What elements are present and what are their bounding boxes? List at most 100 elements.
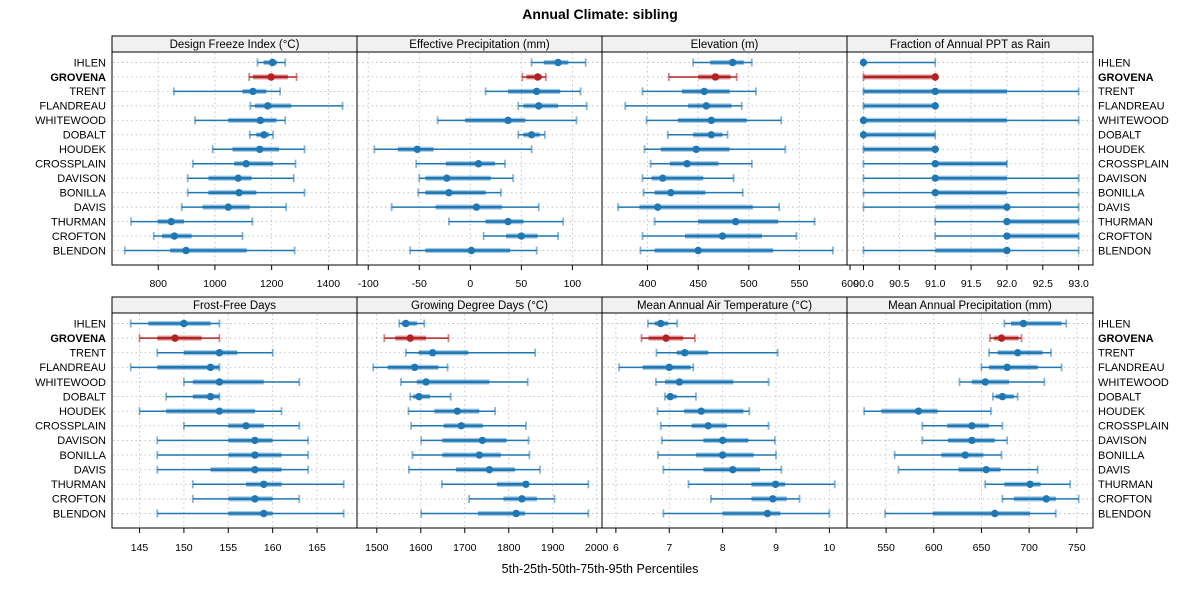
axis-tick-label: 155	[220, 542, 238, 554]
panel-mean-annual-air-temperature-c: Mean Annual Air Temperature (°C) 6 7 8 9 10	[601, 296, 848, 554]
percentile-row-thurman	[191, 480, 345, 489]
axis-tick-label: 400	[639, 278, 657, 290]
percentile-row-crofton	[191, 494, 301, 503]
median-dot	[666, 392, 675, 401]
median-dot	[249, 87, 257, 96]
median-dot	[931, 87, 939, 96]
median-dot	[982, 465, 990, 474]
row-label-right-blendon: BLENDON	[1098, 245, 1151, 257]
median-dot	[859, 116, 868, 125]
percentile-row-crofton	[152, 232, 244, 241]
median-dot	[707, 116, 716, 125]
median-dot	[256, 116, 265, 125]
median-dot	[475, 451, 483, 459]
percentile-row-grovena	[248, 72, 298, 81]
axis-tick-label: -50	[412, 278, 427, 290]
median-dot	[931, 188, 939, 197]
row-label-right-blendon: BLENDON	[1098, 508, 1151, 520]
percentile-row-whitewood	[655, 377, 770, 386]
row-label-left-houdek: HOUDEK	[59, 406, 107, 418]
percentile-row-davis	[390, 203, 540, 212]
percentile-row-whitewood	[859, 116, 1080, 125]
row-label-left-houdek: HOUDEK	[59, 144, 107, 156]
panel-title: Mean Annual Air Temperature (°C)	[637, 300, 812, 312]
percentile-row-dobalt	[664, 392, 697, 401]
axis-tick-label: 91.5	[961, 278, 982, 290]
median-dot	[182, 246, 190, 255]
row-label-right-grovena: GROVENA	[1098, 333, 1154, 345]
percentile-row-flandreau	[372, 363, 449, 372]
median-dot	[859, 131, 868, 139]
median-dot	[1026, 480, 1034, 488]
axis-tick-label: 450	[689, 278, 707, 290]
percentile-row-davison	[862, 174, 1080, 183]
percentile-row-ihlen	[398, 319, 426, 328]
percentile-row-houdek	[373, 145, 533, 154]
percentile-row-crossplain	[415, 159, 506, 168]
median-dot	[251, 436, 259, 445]
percentile-row-whitewood	[436, 116, 578, 125]
median-dot	[242, 422, 250, 430]
median-dot	[472, 203, 481, 211]
median-dot	[653, 203, 662, 211]
median-dot	[997, 334, 1006, 342]
median-dot	[504, 116, 512, 125]
percentile-row-flandreau	[618, 363, 695, 372]
axis-tick-label: 1600	[409, 542, 433, 554]
percentile-row-davison	[156, 436, 310, 445]
percentile-row-trent	[156, 348, 274, 357]
percentile-row-davis	[156, 465, 310, 474]
axis-tick-label: 1000	[203, 278, 227, 290]
median-dot	[692, 145, 700, 153]
row-label-left-trent: TRENT	[69, 348, 106, 360]
percentile-row-blendon	[420, 509, 590, 518]
percentile-row-crofton	[709, 494, 801, 503]
row-label-left-davison: DAVISON	[57, 173, 106, 185]
median-dot	[718, 232, 727, 240]
row-label-left-flandreau: FLANDREAU	[39, 101, 106, 113]
percentile-row-davison	[186, 174, 295, 183]
median-dot	[961, 451, 969, 459]
percentile-row-blendon	[156, 509, 345, 518]
panel-plot-area	[111, 51, 358, 266]
median-dot	[206, 392, 215, 401]
percentile-row-davis	[408, 465, 541, 474]
median-dot	[675, 378, 684, 386]
panel-title: Mean Annual Precipitation (mm)	[888, 300, 1052, 312]
median-dot	[256, 145, 264, 153]
row-label-left-whitewood: WHITEWOOD	[35, 115, 106, 127]
percentile-row-houdek	[407, 407, 497, 416]
percentile-row-whitewood	[400, 377, 529, 386]
row-label-right-davison: DAVISON	[1098, 173, 1147, 185]
row-label-left-davis: DAVIS	[74, 464, 106, 476]
median-dot	[981, 378, 989, 386]
percentile-row-crossplain	[649, 159, 753, 168]
axis-tick-label: 2000	[585, 542, 609, 554]
median-dot	[931, 102, 939, 110]
row-label-right-houdek: HOUDEK	[1098, 406, 1146, 418]
row-label-right-davis: DAVIS	[1098, 202, 1130, 214]
median-dot	[263, 102, 272, 110]
row-label-left-thurman: THURMAN	[51, 216, 106, 228]
percentile-row-houdek	[656, 407, 751, 416]
median-dot	[728, 58, 737, 67]
median-dot	[215, 378, 224, 386]
percentile-row-davis	[180, 203, 288, 212]
row-label-right-whitewood: WHITEWOOD	[1098, 115, 1169, 127]
row-label-right-thurman: THURMAN	[1098, 479, 1153, 491]
axis-tick-label: 93.0	[1068, 278, 1089, 290]
median-dot	[453, 407, 461, 415]
row-label-right-dobalt: DOBALT	[1098, 130, 1141, 142]
percentile-row-grovena	[640, 334, 696, 343]
median-dot	[445, 188, 453, 197]
x-axis-label: 5th-25th-50th-75th-95th Percentiles	[501, 562, 699, 576]
median-dot	[260, 509, 268, 518]
median-dot	[532, 87, 541, 96]
panel-title: Growing Degree Days (°C)	[411, 300, 548, 312]
row-label-right-bonilla: BONILLA	[1098, 450, 1145, 462]
median-dot	[235, 188, 243, 197]
median-dot	[215, 349, 224, 357]
percentile-row-whitewood	[183, 377, 301, 386]
row-label-right-flandreau: FLANDREAU	[1098, 101, 1165, 113]
